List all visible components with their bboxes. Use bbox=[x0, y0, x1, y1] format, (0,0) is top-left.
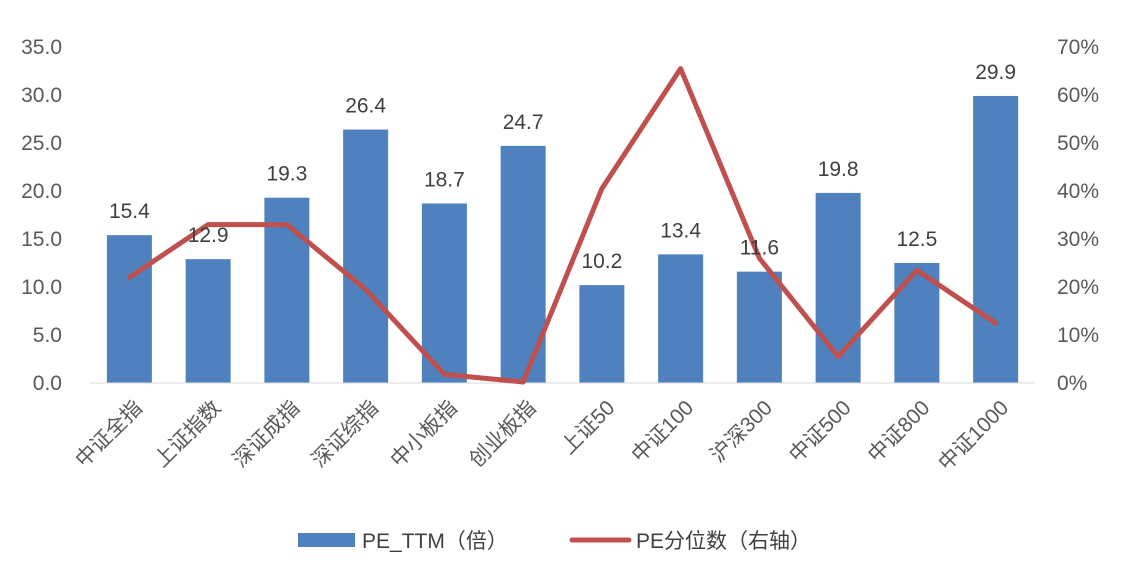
category-label: 深证成指 bbox=[229, 396, 305, 472]
category-label: 中证800 bbox=[864, 396, 935, 467]
legend-label-bar: PE_TTM（倍） bbox=[362, 530, 508, 553]
category-labels: 中证全指 上证指数 深证成指 深证综指 中小板指 创业板指 上证50 中证100 沪深300 中证… bbox=[71, 396, 1013, 475]
bar-data-label: 13.4 bbox=[660, 219, 701, 242]
bar-data-label: 15.4 bbox=[109, 200, 150, 223]
right-axis-ticks: 0% 10% 20% 30% 40% 50% 60% 70% bbox=[1057, 36, 1099, 395]
category-label: 中证全指 bbox=[71, 396, 147, 472]
bar-data-label: 10.2 bbox=[581, 250, 622, 273]
bar bbox=[815, 192, 861, 383]
left-axis-tick-label: 0.0 bbox=[33, 372, 62, 395]
right-axis-tick-label: 0% bbox=[1057, 372, 1087, 395]
bar bbox=[973, 95, 1019, 384]
left-axis-tick-label: 5.0 bbox=[33, 324, 62, 347]
bar-series bbox=[106, 95, 1019, 384]
legend-label-line: PE分位数（右轴） bbox=[636, 530, 811, 553]
right-axis-tick-label: 60% bbox=[1057, 84, 1099, 107]
legend: PE_TTM（倍） PE分位数（右轴） bbox=[298, 530, 811, 553]
category-label: 上证50 bbox=[557, 396, 619, 458]
bar-data-labels: 15.4 12.9 19.3 26.4 18.7 24.7 10.2 13.4 11.6 19.8… bbox=[109, 61, 1016, 273]
bar bbox=[106, 235, 152, 383]
bar bbox=[579, 285, 625, 383]
left-axis-tick-label: 20.0 bbox=[21, 180, 62, 203]
category-label: 上证指数 bbox=[150, 396, 226, 472]
category-label: 沪深300 bbox=[706, 396, 777, 467]
category-label: 创业板指 bbox=[465, 396, 541, 472]
right-axis-tick-label: 70% bbox=[1057, 36, 1099, 59]
right-axis-tick-label: 10% bbox=[1057, 324, 1099, 347]
pe-percentile-line bbox=[126, 66, 999, 385]
bar-data-label: 18.7 bbox=[424, 168, 465, 191]
category-label: 中证1000 bbox=[934, 396, 1013, 475]
bar bbox=[736, 271, 782, 383]
right-axis-tick-label: 40% bbox=[1057, 180, 1099, 203]
bar-data-label: 24.7 bbox=[503, 111, 544, 134]
bar-data-label: 19.8 bbox=[818, 158, 859, 181]
left-axis-tick-label: 10.0 bbox=[21, 276, 62, 299]
bar bbox=[421, 203, 467, 383]
bar bbox=[343, 129, 389, 383]
category-label: 深证综指 bbox=[308, 396, 384, 472]
left-axis-tick-label: 30.0 bbox=[21, 84, 62, 107]
bar-data-label: 26.4 bbox=[345, 95, 386, 118]
category-label: 中证500 bbox=[785, 396, 856, 467]
category-label: 中证100 bbox=[627, 396, 698, 467]
left-axis-tick-label: 25.0 bbox=[21, 132, 62, 155]
bar-data-label: 29.9 bbox=[975, 61, 1016, 84]
bar bbox=[185, 259, 231, 383]
bar-data-label: 12.5 bbox=[896, 228, 937, 251]
left-axis-tick-label: 15.0 bbox=[21, 228, 62, 251]
bar bbox=[264, 197, 310, 383]
category-label: 中小板指 bbox=[386, 396, 462, 472]
line-series bbox=[126, 66, 999, 385]
bar-data-label: 19.3 bbox=[266, 163, 307, 186]
bar bbox=[658, 254, 704, 383]
right-axis-tick-label: 50% bbox=[1057, 132, 1099, 155]
right-axis-tick-label: 20% bbox=[1057, 276, 1099, 299]
left-axis-ticks: 0.0 5.0 10.0 15.0 20.0 25.0 30.0 35.0 bbox=[21, 36, 62, 395]
bar-data-label: 12.9 bbox=[188, 224, 229, 247]
left-axis-tick-label: 35.0 bbox=[21, 36, 62, 59]
bar-data-label: 11.6 bbox=[740, 237, 779, 260]
right-axis-tick-label: 30% bbox=[1057, 228, 1099, 251]
legend-swatch-bar bbox=[298, 533, 355, 547]
